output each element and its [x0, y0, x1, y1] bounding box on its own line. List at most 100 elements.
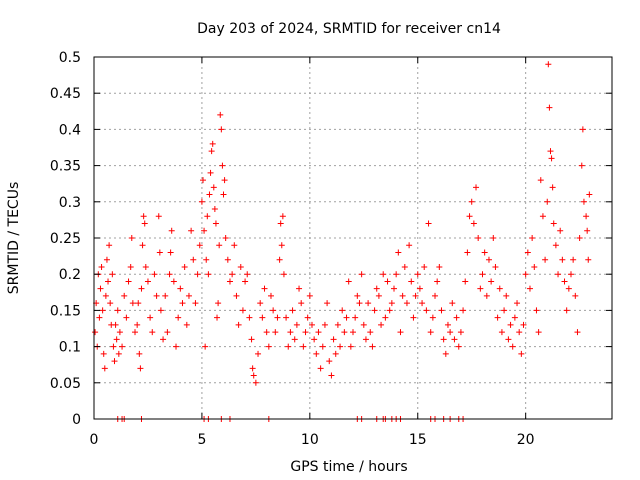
data-point	[244, 271, 251, 278]
data-point	[345, 278, 352, 285]
data-point	[210, 184, 217, 191]
data-point	[162, 292, 169, 299]
data-point	[391, 285, 398, 292]
y-axis-label: SRMTID / TECUs	[6, 182, 22, 295]
data-point	[214, 314, 221, 321]
data-point	[101, 365, 108, 372]
x-tick-label: 15	[409, 432, 427, 448]
x-tick-label: 5	[197, 432, 206, 448]
y-tick-label: 0.15	[50, 303, 81, 319]
data-point	[98, 263, 105, 270]
data-point	[324, 300, 331, 307]
data-point	[166, 271, 173, 278]
data-point	[99, 307, 106, 314]
data-point	[270, 307, 277, 314]
data-point	[496, 285, 503, 292]
data-point	[192, 300, 199, 307]
data-point	[498, 329, 505, 336]
data-point	[204, 213, 211, 220]
data-point	[287, 329, 294, 336]
data-point	[153, 292, 160, 299]
data-point	[360, 321, 367, 328]
data-point	[177, 285, 184, 292]
data-point	[296, 285, 303, 292]
data-point	[103, 256, 110, 263]
data-point	[490, 235, 497, 241]
data-point	[233, 292, 240, 299]
data-point	[203, 256, 210, 263]
data-point	[116, 329, 123, 336]
data-point	[205, 271, 212, 278]
data-point	[362, 336, 369, 343]
data-point	[132, 329, 139, 336]
x-tick-label: 20	[517, 432, 535, 448]
data-point	[291, 336, 298, 343]
data-point	[501, 307, 508, 314]
data-point	[96, 314, 103, 321]
axis-ticks	[93, 56, 612, 420]
y-tick-label: 0.25	[50, 231, 81, 247]
data-point	[442, 350, 449, 357]
data-point	[136, 350, 143, 357]
data-point	[125, 278, 132, 285]
data-point	[272, 329, 279, 336]
data-point	[434, 278, 441, 285]
data-point	[220, 191, 227, 198]
data-point	[375, 292, 382, 299]
data-point	[190, 256, 197, 263]
data-point	[477, 285, 484, 292]
data-point	[542, 256, 549, 263]
data-point	[438, 307, 445, 314]
data-point	[308, 321, 315, 328]
data-point	[115, 350, 122, 357]
data-point	[343, 314, 350, 321]
data-point	[561, 278, 568, 285]
data-point	[105, 278, 112, 285]
data-point	[447, 329, 454, 336]
data-point	[179, 300, 186, 307]
data-point	[257, 300, 264, 307]
data-point	[393, 271, 400, 278]
data-point	[367, 329, 374, 336]
data-point	[300, 343, 307, 350]
data-point	[97, 285, 104, 292]
data-point	[462, 278, 469, 285]
data-point	[578, 162, 585, 169]
data-point	[231, 242, 238, 249]
data-points	[92, 61, 593, 422]
data-point	[466, 213, 473, 220]
data-point	[92, 329, 99, 336]
data-point	[436, 263, 443, 270]
data-point	[416, 285, 423, 292]
data-point	[440, 336, 447, 343]
data-point	[302, 329, 309, 336]
data-point	[570, 256, 577, 263]
data-point	[429, 314, 436, 321]
data-point	[276, 256, 283, 263]
data-point	[524, 249, 531, 256]
data-point	[139, 242, 146, 249]
data-point	[365, 300, 372, 307]
data-point	[144, 278, 151, 285]
y-tick-label: 0	[72, 412, 81, 428]
x-axis-label: GPS time / hours	[290, 459, 407, 475]
data-point	[317, 365, 324, 372]
data-point	[151, 271, 158, 278]
data-point	[261, 285, 268, 292]
data-point	[339, 307, 346, 314]
data-point	[347, 343, 354, 350]
data-point	[134, 321, 141, 328]
data-point	[109, 271, 116, 278]
data-point	[252, 379, 259, 386]
data-point	[473, 184, 480, 191]
data-point	[479, 271, 486, 278]
data-point	[217, 111, 224, 118]
data-point	[555, 271, 562, 278]
data-point	[183, 321, 190, 328]
data-point	[306, 292, 313, 299]
data-point	[533, 307, 540, 314]
data-point	[212, 220, 219, 227]
data-point	[207, 169, 214, 176]
data-point	[460, 307, 467, 314]
data-point	[514, 300, 521, 307]
